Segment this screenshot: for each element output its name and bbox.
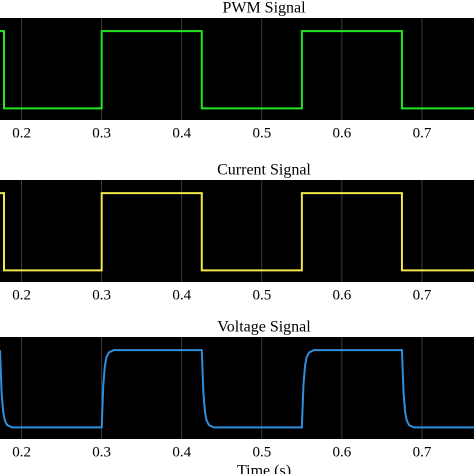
panel-title: PWM Signal bbox=[222, 0, 306, 17]
x-tick-label: 0.6 bbox=[333, 444, 352, 460]
x-tick-label: 0.7 bbox=[413, 287, 432, 303]
x-tick-label: 0.5 bbox=[252, 125, 271, 141]
panel-title: Current Signal bbox=[217, 162, 311, 179]
x-tick-label: 0.2 bbox=[12, 287, 31, 303]
x-tick-label: 0.4 bbox=[172, 125, 191, 141]
signal-line bbox=[0, 30, 474, 110]
x-tick-label: 0.7 bbox=[413, 125, 432, 141]
x-tick-label: 0.5 bbox=[252, 444, 271, 460]
signal-line bbox=[0, 192, 474, 272]
x-tick-label: 0.3 bbox=[92, 287, 111, 303]
x-axis-label: Time (s) bbox=[237, 463, 291, 474]
plot-area bbox=[0, 337, 474, 439]
panel-title: Voltage Signal bbox=[217, 319, 311, 336]
signal-line bbox=[0, 349, 474, 429]
x-tick-label: 0.4 bbox=[172, 287, 191, 303]
plot-area bbox=[0, 180, 474, 282]
x-tick-label: 0.5 bbox=[252, 287, 271, 303]
x-tick-label: 0.6 bbox=[333, 125, 352, 141]
x-tick-label: 0.2 bbox=[12, 444, 31, 460]
x-tick-label: 0.3 bbox=[92, 444, 111, 460]
plot-area bbox=[0, 18, 474, 120]
x-tick-label: 0.4 bbox=[172, 444, 191, 460]
x-tick-label: 0.3 bbox=[92, 125, 111, 141]
x-tick-label: 0.2 bbox=[12, 125, 31, 141]
x-tick-label: 0.6 bbox=[333, 287, 352, 303]
x-tick-label: 0.7 bbox=[413, 444, 432, 460]
